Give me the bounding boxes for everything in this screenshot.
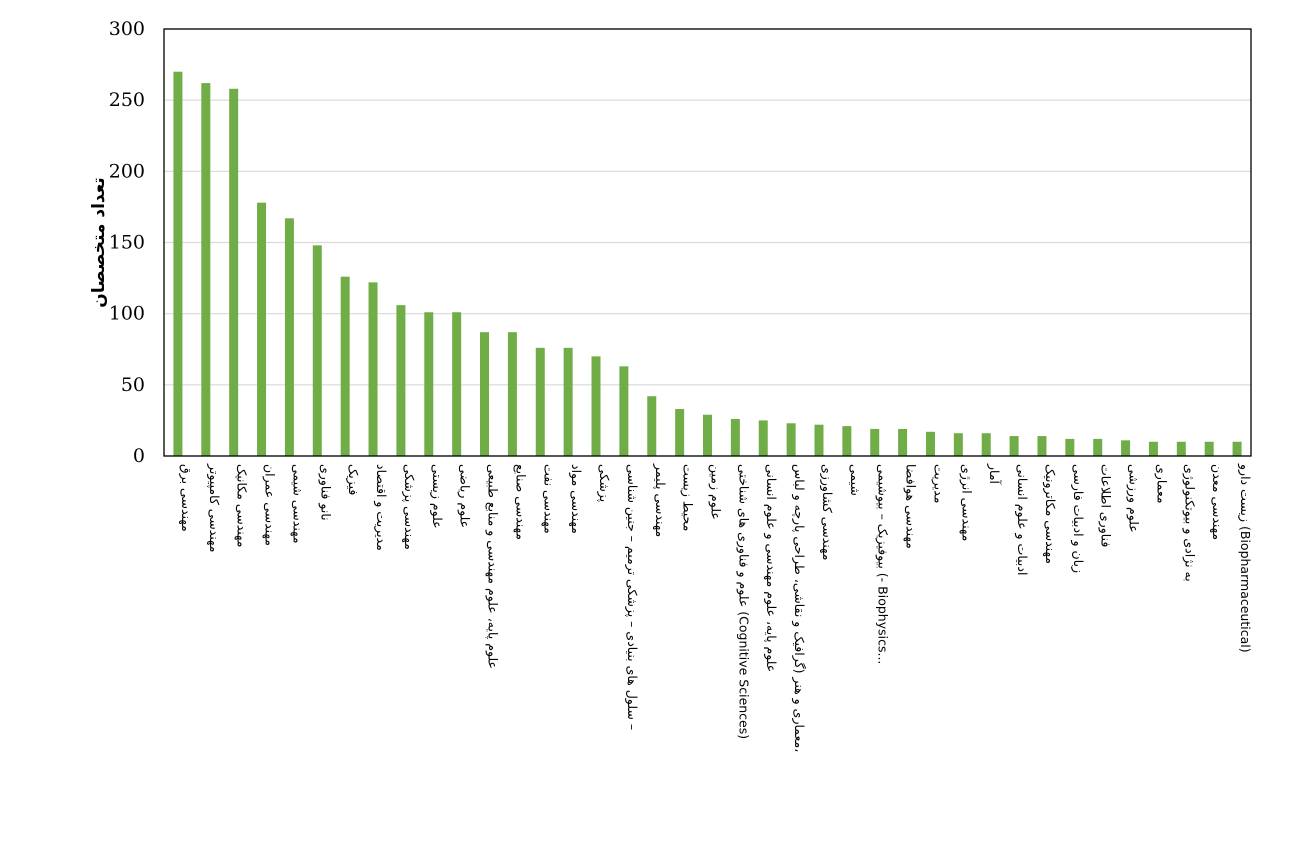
bars — [173, 71, 1242, 456]
bar — [925, 431, 935, 456]
bar — [229, 88, 239, 456]
x-tick-label: مهندسی صنایع — [512, 464, 528, 540]
bar — [591, 356, 601, 456]
x-tick-label: ادبیات و علوم انسانی — [1014, 464, 1030, 575]
x-tick-label: فیزیک — [345, 464, 361, 495]
bar — [480, 332, 490, 456]
bar — [535, 347, 545, 456]
x-tick-label: مدیریت و اقتصاد — [373, 464, 389, 551]
bar — [201, 83, 211, 456]
x-tick-label: مهندسی برق — [178, 464, 194, 532]
x-tick-label: مهندسی مواد — [568, 464, 584, 534]
gridlines — [164, 28, 1251, 457]
bar — [786, 423, 796, 456]
y-tick-label: 100 — [109, 303, 145, 325]
y-axis-ticks: 0 50 100 150 200 250 300 — [109, 18, 145, 467]
x-tick-label: بیوفیزیک – بیوشیمی (- Biophysics... — [875, 464, 891, 664]
x-tick-label: مهندسی پزشکی — [401, 464, 417, 550]
bar — [1232, 441, 1242, 456]
y-tick-label: 0 — [133, 445, 145, 467]
bar — [312, 245, 322, 456]
x-tick-label: علوم ورزشی — [1126, 464, 1142, 533]
x-tick-label: معماری و هنر (گرافیک و نقاشی، طراحی پارچ… — [791, 464, 807, 752]
x-tick-label: علوم زمین — [708, 464, 724, 520]
x-tick-label: فناوری اطلاعات — [1098, 464, 1114, 547]
bar — [703, 414, 712, 456]
bar — [173, 71, 183, 456]
x-tick-label: به نژادی و بیوتکنولوژی — [1181, 464, 1197, 582]
bar — [1148, 441, 1158, 456]
y-tick-label: 250 — [109, 89, 145, 111]
x-tick-label: مهندسی کشاورزی — [819, 464, 835, 560]
x-tick-label: نانو فناوری — [317, 464, 333, 521]
x-tick-label: علوم زیستی — [429, 464, 445, 529]
bar — [424, 312, 434, 456]
x-tick-label: مهندسی مکانیک — [234, 464, 250, 548]
bar — [814, 424, 824, 456]
x-tick-label: مهندسی عمران — [262, 464, 278, 546]
bar — [563, 347, 573, 456]
bar — [368, 282, 378, 456]
bar — [1121, 440, 1131, 456]
x-axis-labels: مهندسی برق مهندسی کامپیوتر مهندسی مکانیک مه… — [178, 463, 1253, 752]
bar — [507, 332, 517, 456]
bar — [452, 312, 462, 456]
plot-area-frame — [163, 28, 1252, 457]
y-axis-title: تعداد متخصصان — [89, 177, 109, 307]
bar — [758, 420, 768, 456]
x-tick-label: مهندسی کامپیوتر — [206, 463, 222, 553]
x-tick-label: مدیریت — [930, 464, 946, 503]
bar — [647, 396, 657, 456]
x-tick-label: معماری — [1153, 464, 1169, 504]
y-tick-label: 200 — [109, 160, 145, 182]
x-tick-label: علوم و فناوری های شناختی (Cognitive Scie… — [735, 464, 751, 739]
bar — [953, 433, 963, 456]
x-tick-label: آمار — [986, 463, 1002, 485]
x-tick-label: مهندسی پلیمر — [652, 463, 668, 537]
bar — [257, 202, 267, 456]
x-tick-label: مهندسی هوافضا — [903, 464, 919, 549]
x-tick-label: مهندسی مکاترونیک — [1042, 464, 1058, 564]
bar — [1204, 441, 1214, 456]
bar — [870, 428, 880, 456]
bar — [1065, 438, 1075, 456]
bar — [1176, 441, 1186, 456]
x-tick-label: شیمی — [848, 464, 863, 496]
bar — [730, 418, 740, 456]
x-tick-label: مهندسی شیمی — [289, 464, 305, 544]
bar — [842, 426, 852, 456]
bar — [1093, 438, 1103, 456]
bar — [1009, 436, 1019, 456]
bar — [898, 428, 908, 456]
x-tick-label: پزشکی — [596, 464, 612, 503]
y-tick-label: 300 — [109, 18, 145, 40]
x-tick-label: مهندسی انرژی — [958, 464, 974, 541]
x-tick-label: زبان و ادبیات فارسی — [1070, 464, 1086, 573]
x-tick-label: سلول های بنیادی – پزشکی ترمیم – جنین شنا… — [624, 464, 640, 730]
x-tick-label: علوم پایه، علوم مهندسی و منابع طبیعی — [485, 464, 501, 669]
bar — [981, 433, 991, 456]
x-tick-label: علوم پایه، علوم مهندسی و علوم انسانی — [763, 464, 779, 672]
bar — [619, 366, 629, 456]
bar — [284, 218, 294, 456]
bar — [340, 276, 350, 456]
x-tick-label: مهندسی معدن — [1209, 464, 1225, 540]
y-tick-label: 50 — [121, 374, 145, 396]
bar — [675, 409, 685, 456]
bar — [1037, 436, 1047, 456]
bar — [396, 305, 406, 456]
x-tick-label: زیست دارو (Biopharmaceutical) — [1237, 463, 1253, 653]
x-tick-label: مهندسی نفت — [540, 464, 556, 534]
x-tick-label: علوم ریاضی — [457, 464, 473, 528]
x-tick-label: محیط زیست — [680, 464, 696, 531]
y-tick-label: 150 — [109, 232, 145, 254]
